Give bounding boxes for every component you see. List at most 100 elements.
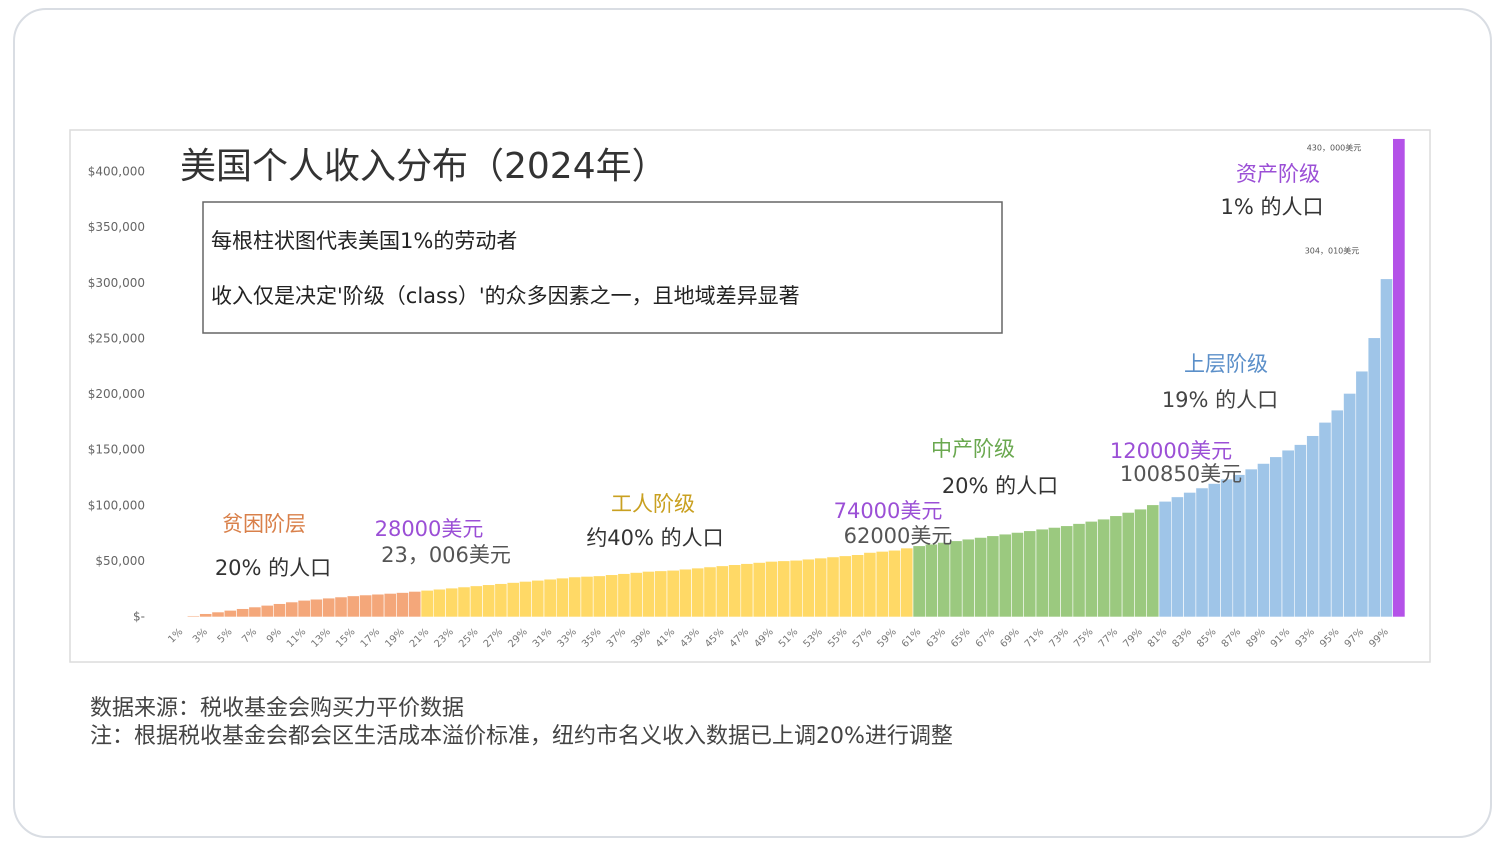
bar: [1367, 337, 1381, 618]
bar: [334, 596, 348, 618]
bar: [1232, 474, 1246, 618]
class-share: 1% 的人口: [1221, 195, 1324, 219]
y-tick-label: $300,000: [88, 276, 145, 290]
bar: [396, 592, 409, 618]
bar: [1097, 518, 1111, 618]
bar: [1146, 504, 1160, 618]
value-label: 430，000美元: [1307, 143, 1362, 153]
annotations: 贫困阶层 20% 的人口 28000美元 23，006美元 工人阶级 约40% …: [215, 143, 1361, 581]
bar: [1355, 370, 1369, 618]
bar: [1048, 527, 1061, 618]
bar: [1343, 393, 1357, 618]
value-label: 62000美元: [844, 524, 953, 548]
class-share: 约40% 的人口: [586, 526, 723, 550]
note: 注：根据税收基金会都会区生活成本溢价标准，纽约市名义收入数据已上调20%进行调整: [90, 724, 953, 749]
bar: [900, 547, 914, 618]
bar: [309, 598, 323, 618]
class-share: 20% 的人口: [942, 474, 1058, 498]
bar: [494, 583, 508, 618]
y-tick-label: $50,000: [95, 554, 145, 568]
threshold: 74000美元: [834, 499, 943, 523]
note-line: 收入仅是决定'阶级（class）'的众多因素之一，且地域差异显著: [211, 284, 800, 308]
note-line: 每根柱状图代表美国1%的劳动者: [211, 229, 517, 253]
value-label: 304，010美元: [1305, 246, 1360, 256]
bar: [260, 605, 274, 618]
bar: [420, 589, 434, 618]
y-tick-label: $100,000: [88, 498, 145, 512]
bar: [703, 566, 717, 618]
bar: [285, 601, 299, 618]
y-tick-label: $-: [133, 610, 145, 624]
bar: [199, 613, 213, 618]
bar: [432, 588, 446, 618]
y-tick-label: $400,000: [88, 165, 145, 179]
note-box: [202, 201, 1003, 334]
bar: [1171, 496, 1184, 618]
bar: [1072, 523, 1086, 618]
bar: [359, 594, 373, 618]
bar: [445, 587, 459, 618]
bar: [986, 535, 1000, 618]
threshold: 28000美元: [375, 517, 484, 541]
bar: [519, 581, 533, 618]
bar: [371, 593, 385, 618]
bar: [1060, 525, 1074, 618]
bar: [1121, 512, 1135, 618]
bar: [937, 542, 951, 618]
bar: [666, 569, 680, 618]
bar: [728, 564, 742, 618]
bar: [605, 574, 619, 618]
bar: [580, 576, 594, 618]
bar: [236, 608, 250, 618]
class-share: 20% 的人口: [215, 556, 331, 580]
bar: [974, 537, 988, 618]
bar: [187, 615, 200, 618]
bar: [543, 578, 557, 618]
bar: [506, 582, 520, 618]
bar: [777, 560, 791, 618]
bar: [642, 571, 656, 618]
bar: [1207, 483, 1221, 618]
y-tick-label: $150,000: [88, 443, 145, 457]
bar: [1318, 422, 1332, 618]
bar: [1306, 435, 1320, 618]
bar: [1220, 478, 1234, 618]
bar: [629, 572, 643, 618]
bar: [715, 565, 729, 618]
bar: [949, 540, 963, 618]
y-tick-label: $350,000: [88, 220, 145, 234]
bar: [1244, 468, 1258, 618]
bar: [814, 557, 828, 618]
bar: [223, 610, 237, 618]
bar: [998, 533, 1012, 618]
bar: [961, 538, 975, 618]
class-label: 上层阶级: [1184, 352, 1268, 376]
y-tick-label: $250,000: [88, 331, 145, 345]
bar: [408, 591, 422, 618]
bar: [457, 586, 471, 618]
bar: [924, 543, 938, 618]
bar: [248, 606, 262, 618]
class-label: 贫困阶层: [222, 512, 306, 536]
class-label: 工人阶级: [611, 492, 695, 516]
y-tick-label: $200,000: [88, 387, 145, 401]
bar: [273, 603, 286, 618]
bar: [1183, 492, 1197, 618]
threshold: 120000美元: [1110, 439, 1232, 463]
source: 数据来源：税收基金会购买力平价数据: [90, 696, 464, 721]
bar: [1158, 500, 1172, 618]
bar: [617, 573, 631, 618]
plot: $- $50,000 $100,000 $150,000 $200,000 $250,00…: [88, 138, 1406, 650]
chart-title: 美国个人收入分布（2024年）: [180, 146, 668, 187]
bar: [851, 554, 865, 618]
bar: [1084, 521, 1098, 618]
bar: [1035, 528, 1049, 618]
bar: [346, 595, 360, 618]
bar: [888, 549, 902, 618]
bar: [592, 575, 606, 618]
bar: [1269, 456, 1283, 618]
bar: [555, 577, 569, 618]
bar: [322, 597, 336, 618]
bar: [789, 559, 803, 618]
